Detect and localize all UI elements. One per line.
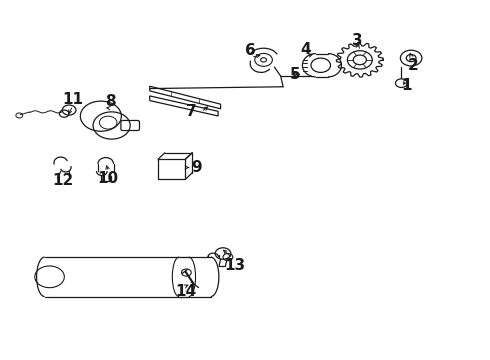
Text: 10: 10 <box>98 171 119 186</box>
Text: 5: 5 <box>290 67 301 82</box>
Text: 4: 4 <box>301 42 311 57</box>
Polygon shape <box>150 86 220 109</box>
FancyBboxPatch shape <box>121 121 140 131</box>
Text: 6: 6 <box>245 44 256 58</box>
Text: 14: 14 <box>176 284 197 299</box>
Text: 8: 8 <box>105 94 116 109</box>
Text: 12: 12 <box>52 173 74 188</box>
Text: 11: 11 <box>63 92 83 107</box>
Text: 9: 9 <box>191 160 201 175</box>
Text: 7: 7 <box>186 104 196 120</box>
Text: 13: 13 <box>225 258 246 273</box>
Text: 3: 3 <box>352 33 363 48</box>
Text: 2: 2 <box>408 58 419 73</box>
Polygon shape <box>150 96 218 116</box>
Text: 1: 1 <box>401 78 412 93</box>
